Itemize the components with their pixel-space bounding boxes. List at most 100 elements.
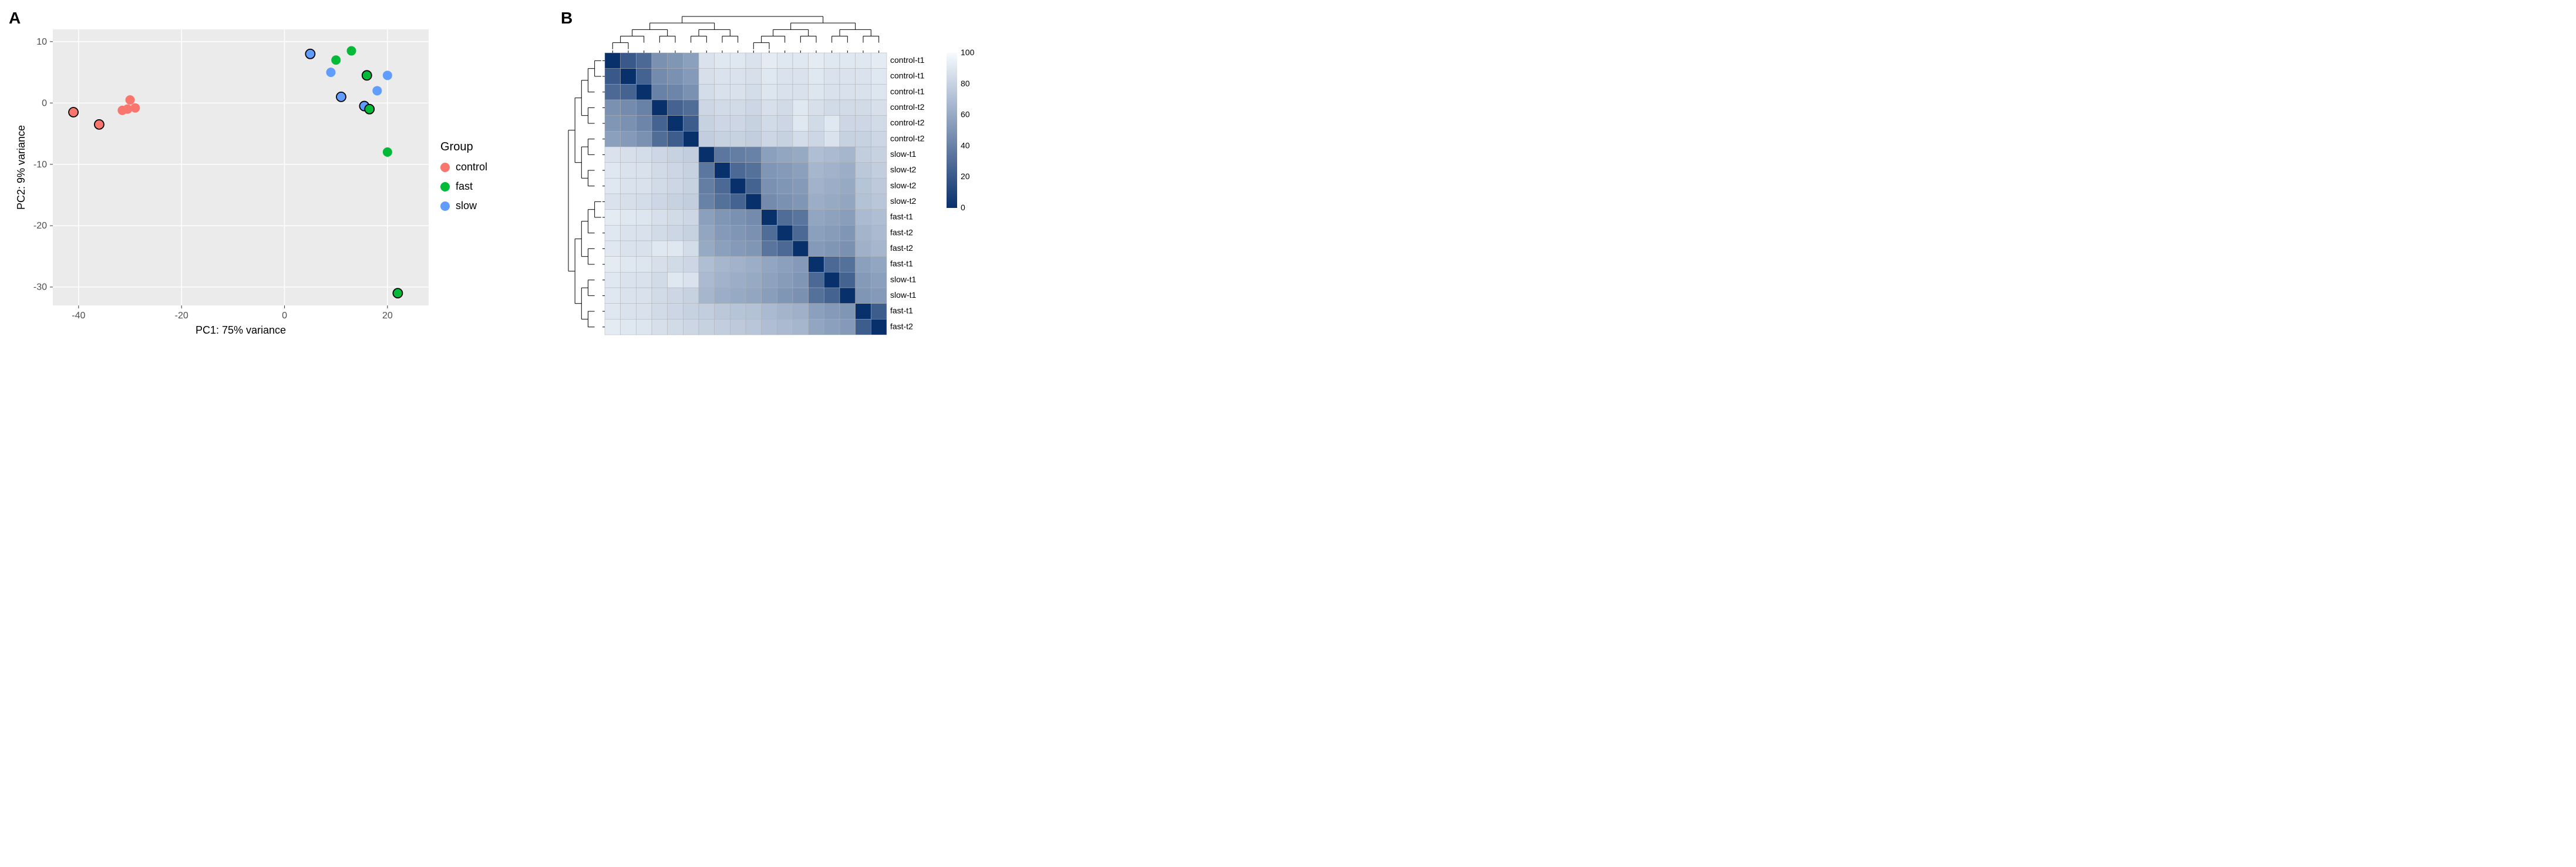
heatmap-cell bbox=[668, 131, 683, 147]
heatmap-cell bbox=[683, 225, 699, 241]
heatmap-cell bbox=[652, 100, 668, 116]
heatmap-cell bbox=[652, 194, 668, 210]
heatmap-cell bbox=[668, 257, 683, 273]
heatmap-cell bbox=[793, 288, 809, 304]
heatmap-cell bbox=[621, 131, 637, 147]
heatmap-cell bbox=[683, 257, 699, 273]
heatmap-cell bbox=[668, 304, 683, 320]
heatmap-cell bbox=[699, 84, 715, 100]
heatmap-cell bbox=[777, 194, 793, 210]
colorbar-tick: 100 bbox=[961, 48, 975, 57]
legend-swatch bbox=[440, 182, 450, 191]
heatmap-cell bbox=[840, 272, 856, 288]
heatmap-cell bbox=[809, 304, 824, 320]
heatmap-cell bbox=[715, 53, 730, 69]
heatmap-cell bbox=[636, 272, 652, 288]
heatmap-cell bbox=[683, 288, 699, 304]
heatmap-cell bbox=[793, 304, 809, 320]
heatmap-cell bbox=[809, 194, 824, 210]
heatmap-cell bbox=[605, 131, 621, 147]
heatmap-cell bbox=[636, 178, 652, 194]
heatmap-cell bbox=[621, 210, 637, 226]
heatmap-cell bbox=[762, 178, 777, 194]
heatmap-cell bbox=[652, 53, 668, 69]
heatmap-cell bbox=[746, 69, 762, 85]
heatmap-cell bbox=[683, 194, 699, 210]
heatmap-cell bbox=[715, 116, 730, 132]
colorbar-tick: 0 bbox=[961, 203, 965, 212]
heatmap-cell bbox=[809, 69, 824, 85]
heatmap-cell bbox=[730, 116, 746, 132]
heatmap-cell bbox=[793, 53, 809, 69]
heatmap-cell bbox=[746, 225, 762, 241]
heatmap-cell bbox=[636, 84, 652, 100]
heatmap-cell bbox=[777, 100, 793, 116]
heatmap-cell bbox=[762, 225, 777, 241]
heatmap-cell bbox=[809, 116, 824, 132]
heatmap-cell bbox=[621, 288, 637, 304]
scatter-point bbox=[346, 46, 356, 56]
heatmap-cell bbox=[746, 257, 762, 273]
scatter-point bbox=[336, 92, 346, 102]
heatmap-cell bbox=[636, 288, 652, 304]
heatmap-cell bbox=[856, 272, 871, 288]
heatmap-cell bbox=[715, 225, 730, 241]
heatmap-cell bbox=[715, 288, 730, 304]
heatmap-cell bbox=[683, 241, 699, 257]
svg-text:0: 0 bbox=[42, 98, 47, 108]
heatmap-cell bbox=[715, 241, 730, 257]
scatter-point bbox=[365, 105, 374, 114]
heatmap-cell bbox=[730, 100, 746, 116]
heatmap-cell bbox=[621, 100, 637, 116]
heatmap-cell bbox=[871, 147, 887, 163]
heatmap-cell bbox=[683, 53, 699, 69]
heatmap-row-label: slow-t1 bbox=[890, 149, 917, 159]
heatmap-cell bbox=[871, 69, 887, 85]
heatmap-cell bbox=[746, 288, 762, 304]
heatmap-cell bbox=[699, 194, 715, 210]
heatmap-cell bbox=[621, 84, 637, 100]
heatmap-cell bbox=[699, 178, 715, 194]
heatmap-cell bbox=[762, 257, 777, 273]
heatmap-cell bbox=[824, 131, 840, 147]
heatmap-cell bbox=[746, 100, 762, 116]
heatmap-cell bbox=[730, 225, 746, 241]
heatmap-row-label: slow-t1 bbox=[890, 290, 917, 300]
heatmap-cell bbox=[636, 100, 652, 116]
heatmap-cell bbox=[824, 84, 840, 100]
heatmap-cell bbox=[668, 178, 683, 194]
scatter-legend: Group controlfastslow bbox=[435, 12, 540, 341]
heatmap-cell bbox=[762, 319, 777, 335]
heatmap-cell bbox=[730, 131, 746, 147]
panel-a-label: A bbox=[9, 9, 21, 28]
heatmap-cell bbox=[777, 225, 793, 241]
legend-label: slow bbox=[456, 200, 477, 212]
heatmap-cell bbox=[699, 147, 715, 163]
heatmap-cell bbox=[824, 53, 840, 69]
legend-label: fast bbox=[456, 180, 473, 193]
legend-label: control bbox=[456, 161, 487, 173]
heatmap-cell bbox=[730, 210, 746, 226]
heatmap-cell bbox=[605, 84, 621, 100]
heatmap-cell bbox=[730, 304, 746, 320]
heatmap-cell bbox=[746, 147, 762, 163]
heatmap-cell bbox=[777, 147, 793, 163]
heatmap-row-label: fast-t1 bbox=[890, 259, 913, 268]
heatmap-cell bbox=[762, 288, 777, 304]
heatmap-cell bbox=[746, 210, 762, 226]
heatmap-cell bbox=[871, 194, 887, 210]
heatmap-cell bbox=[777, 241, 793, 257]
heatmap-cell bbox=[621, 178, 637, 194]
heatmap-cell bbox=[762, 272, 777, 288]
svg-text:20: 20 bbox=[382, 311, 393, 321]
heatmap-cell bbox=[762, 304, 777, 320]
heatmap-cell bbox=[746, 116, 762, 132]
heatmap-cell bbox=[824, 163, 840, 179]
heatmap-cell bbox=[856, 53, 871, 69]
heatmap-cell bbox=[636, 304, 652, 320]
heatmap-cell bbox=[871, 257, 887, 273]
heatmap-row-label: control-t2 bbox=[890, 133, 925, 143]
heatmap-cell bbox=[668, 69, 683, 85]
heatmap-cell bbox=[730, 53, 746, 69]
heatmap-cell bbox=[793, 178, 809, 194]
